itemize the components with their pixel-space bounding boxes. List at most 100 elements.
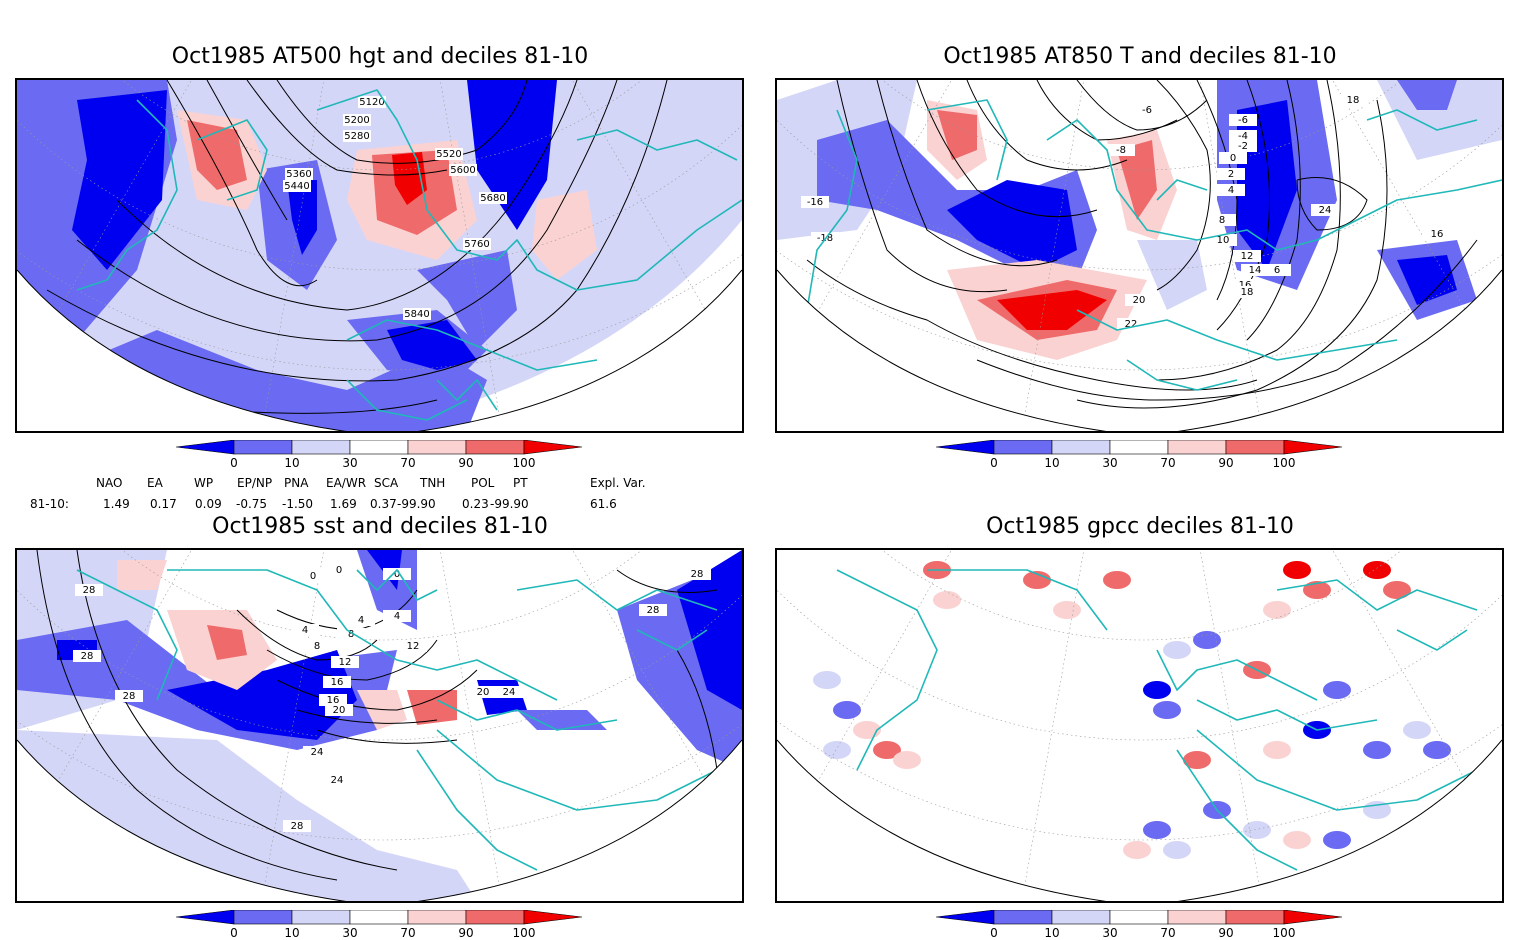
shading-mid-blue <box>417 250 517 350</box>
contour-line <box>76 80 618 342</box>
coastline-path <box>436 729 718 811</box>
contour-label-bg <box>343 130 371 142</box>
projection-outside-area <box>17 270 742 431</box>
colorbar-segment <box>1109 909 1169 925</box>
contour-line <box>46 80 668 382</box>
coastlines <box>836 569 1478 871</box>
contour-line <box>76 550 398 871</box>
coastline-path <box>1196 729 1478 811</box>
precip-decile-patch <box>1263 601 1291 619</box>
contour-line <box>806 259 1258 391</box>
contour-label-bg <box>283 820 311 832</box>
coastline-path <box>436 699 618 731</box>
shading-deep-blue <box>72 90 167 270</box>
shading-deep-blue <box>947 180 1077 270</box>
precip-decile-patch <box>933 591 961 609</box>
contour-label: -4 <box>1238 131 1248 142</box>
contour-label-bg <box>399 640 427 652</box>
contour-label-bg <box>319 694 347 706</box>
colorbar-segment <box>1167 909 1227 925</box>
shading-mid-blue <box>1397 80 1457 110</box>
shading-deep-blue <box>287 180 317 255</box>
contour-label-bg <box>331 656 359 668</box>
meridian-line <box>1199 550 1263 901</box>
colorbar-tick-label: 90 <box>458 456 474 470</box>
contour-label-bg <box>1311 204 1339 216</box>
contour-label-bg <box>1229 140 1257 152</box>
contour-label: -6 <box>1142 105 1152 116</box>
contour-label-bg <box>469 686 497 698</box>
index-value-wp: 0.09 <box>195 497 222 511</box>
contour-line <box>916 80 1098 218</box>
precip-decile-patch <box>1193 631 1221 649</box>
colorbar-segment <box>465 909 525 925</box>
meridian-line <box>1142 550 1502 683</box>
precip-decile-patch <box>1183 751 1211 769</box>
index-value-pna: -1.50 <box>282 497 314 511</box>
map-canvas <box>777 550 1502 901</box>
meridian-line <box>439 80 503 431</box>
contour-label-bg <box>1217 184 1245 196</box>
precip-decile-patch <box>1163 641 1191 659</box>
colorbar-segment <box>1109 439 1169 455</box>
colorbar-tick-label: 70 <box>400 926 416 940</box>
colorbar-segment <box>1051 439 1111 455</box>
contour-line <box>246 80 448 176</box>
contour-label-bg <box>1107 144 1135 156</box>
colorbar-tick-label: 0 <box>230 926 238 940</box>
precip-decile-patch <box>1363 741 1391 759</box>
contour-line <box>296 709 438 724</box>
contour-line <box>36 550 338 881</box>
projection-boundary <box>777 269 1502 431</box>
colorbar-tick-label: 10 <box>1044 926 1060 940</box>
contour-label-bg <box>479 192 507 204</box>
index-value-pt: -99.90 <box>490 497 529 511</box>
contour-label: 8 <box>314 641 320 652</box>
contour-label: 10 <box>1217 235 1230 246</box>
colorbar-segment <box>523 439 583 455</box>
contour-line <box>1076 80 1208 131</box>
precip-decile-patch <box>1383 581 1411 599</box>
index-header-pt: PT <box>513 476 528 490</box>
index-header-tnh: TNH <box>420 476 446 490</box>
contour-label: 20 <box>477 687 490 698</box>
precip-decile-patch <box>1023 571 1051 589</box>
precip-decile-patch <box>1283 561 1311 579</box>
contour-label-bg <box>449 164 477 176</box>
coastlines <box>806 99 1502 391</box>
contour-label: 14 <box>1249 265 1262 276</box>
shading-deep-red <box>997 290 1107 330</box>
latitude-circle <box>777 589 1502 741</box>
colorbar-sst: 0 10 30 70 90 100 <box>175 909 586 940</box>
colorbar-tick-label: 90 <box>458 926 474 940</box>
precip-decile-patch <box>1403 721 1431 739</box>
colorbar-segment <box>993 439 1053 455</box>
colorbar-tick-label: 30 <box>1102 456 1118 470</box>
projection-boundary <box>17 269 742 431</box>
contour-label: 4 <box>1228 185 1234 196</box>
colorbar-segment <box>935 909 995 925</box>
colorbar-tick-label: 30 <box>342 456 358 470</box>
colorbar-hgt500: 0 10 30 70 90 100 <box>175 439 586 476</box>
colorbar-segment <box>1283 909 1343 925</box>
contour-label-bg <box>435 148 463 160</box>
precip-decile-patch <box>1303 581 1331 599</box>
colorbar-segment <box>465 439 525 455</box>
colorbar-graphic <box>175 909 583 925</box>
colorbar-gpcc: 0 10 30 70 90 100 <box>935 909 1346 940</box>
precip-decile-patch <box>1163 841 1191 859</box>
contour-line <box>276 669 478 711</box>
shading-deep-blue <box>467 80 557 230</box>
coastline-path <box>927 569 1108 631</box>
contour-label: 28 <box>691 569 704 580</box>
contour-label: 28 <box>291 821 304 832</box>
index-header-pna: PNA <box>284 476 309 490</box>
contour-label: 24 <box>311 747 324 758</box>
contour-label-bg <box>639 604 667 616</box>
index-row-label: 81-10: <box>30 497 69 511</box>
index-value-sca: 0.37 <box>370 497 397 511</box>
contour-label: 24 <box>503 687 516 698</box>
contour-label: -8 <box>1116 145 1126 156</box>
colorbar-segment <box>407 439 467 455</box>
colorbar-tick-label: 0 <box>990 456 998 470</box>
